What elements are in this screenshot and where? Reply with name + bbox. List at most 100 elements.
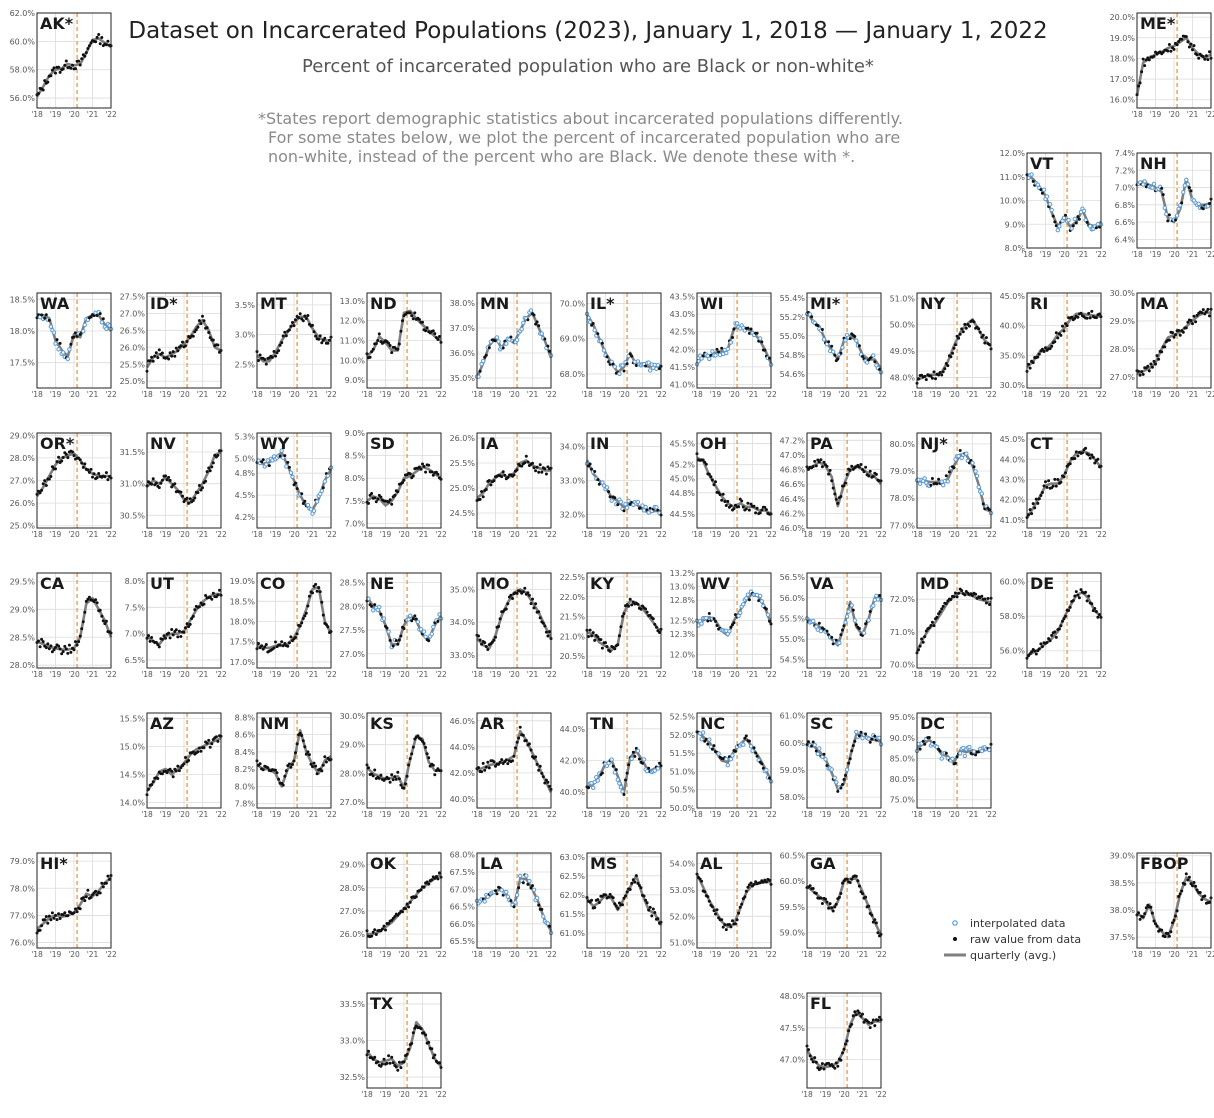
- raw-point: [1071, 224, 1075, 228]
- interpolated-point: [758, 593, 763, 599]
- panel-label-tx: TX: [370, 994, 394, 1013]
- raw-point: [83, 610, 87, 614]
- raw-point: [544, 630, 548, 634]
- raw-point: [816, 324, 820, 328]
- raw-point: [546, 780, 550, 784]
- raw-point: [193, 608, 197, 612]
- raw-point: [929, 483, 933, 487]
- interpolated-point: [871, 603, 876, 608]
- raw-point: [834, 638, 838, 642]
- raw-point: [408, 472, 412, 476]
- x-tick-label: '21: [747, 950, 759, 959]
- raw-point: [967, 461, 971, 465]
- interpolated-point: [922, 476, 927, 481]
- x-tick-label: '20: [68, 390, 80, 399]
- interpolated-point: [325, 473, 331, 478]
- interpolated-point: [811, 618, 816, 624]
- raw-point: [971, 594, 974, 597]
- x-tick-label: '18: [471, 530, 483, 539]
- raw-point: [436, 338, 440, 341]
- raw-point: [861, 355, 864, 358]
- raw-point: [622, 369, 626, 373]
- raw-point: [179, 635, 183, 638]
- raw-point: [436, 619, 440, 623]
- raw-point: [918, 644, 922, 648]
- raw-point: [487, 346, 491, 350]
- raw-point: [311, 323, 314, 327]
- raw-point: [390, 502, 394, 506]
- raw-point: [494, 339, 497, 343]
- raw-point: [321, 486, 325, 490]
- panel-label-ia: IA: [480, 434, 499, 453]
- x-tick-label: '20: [1058, 530, 1070, 539]
- raw-point: [960, 589, 964, 593]
- raw-point: [514, 746, 517, 750]
- x-tick-label: '19: [1040, 390, 1052, 399]
- panel-frame: [1136, 852, 1212, 949]
- raw-point: [531, 461, 534, 465]
- raw-point: [1189, 42, 1193, 46]
- y-tick-label: 42.0%: [670, 345, 696, 354]
- raw-point: [411, 474, 415, 478]
- y-tick-label: 4.5%: [235, 491, 256, 500]
- raw-point: [291, 321, 294, 324]
- y-tick-label: 33.5%: [340, 1000, 366, 1009]
- panel-nh: 6.4%6.6%6.8%7.0%7.2%7.4%'18'19'20'21'22N…: [1115, 149, 1214, 259]
- raw-point: [1084, 590, 1088, 594]
- raw-point: [199, 488, 203, 492]
- raw-point: [597, 901, 601, 904]
- raw-point: [87, 595, 91, 599]
- raw-point: [422, 1031, 426, 1035]
- footnote-line-1: *States report demographic statistics ab…: [258, 109, 903, 128]
- raw-point: [196, 750, 200, 754]
- raw-point: [828, 902, 832, 906]
- panel-frame: [806, 572, 882, 669]
- raw-point: [845, 473, 849, 476]
- x-tick-label: '21: [417, 670, 429, 679]
- raw-point: [427, 882, 431, 886]
- raw-point: [1172, 918, 1176, 922]
- raw-point: [411, 1031, 415, 1035]
- raw-point: [168, 478, 172, 482]
- interpolated-point: [65, 356, 71, 362]
- raw-point: [810, 744, 814, 748]
- raw-point: [373, 928, 377, 932]
- interpolated-point: [864, 360, 870, 365]
- raw-point: [747, 508, 751, 512]
- interpolated-point: [1066, 217, 1071, 223]
- x-tick-label: '22: [1095, 670, 1107, 679]
- y-tick-label: 28.0%: [340, 884, 366, 893]
- raw-point: [484, 645, 488, 648]
- raw-point: [60, 459, 64, 463]
- interpolated-point: [1205, 204, 1211, 209]
- y-tick-label: 27.5%: [120, 292, 146, 301]
- y-tick-label: 76.0%: [10, 939, 36, 948]
- panel-ct: 41.0%42.0%43.0%44.0%45.0%'18'19'20'21'22…: [1000, 432, 1107, 539]
- raw-point: [402, 478, 406, 482]
- raw-point: [57, 455, 61, 459]
- raw-point: [981, 333, 985, 337]
- x-tick-label: '21: [527, 810, 539, 819]
- raw-point: [413, 614, 417, 618]
- x-tick-label: '22: [1205, 390, 1214, 399]
- raw-point: [379, 612, 383, 616]
- x-tick-label: '20: [948, 670, 960, 679]
- raw-point: [368, 355, 372, 359]
- panel-wi: 41.0%41.5%42.0%42.5%43.0%43.5%'18'19'20 '…: [670, 292, 777, 399]
- raw-point: [930, 376, 934, 380]
- raw-point: [878, 1015, 881, 1019]
- x-tick-label: '18: [801, 530, 813, 539]
- raw-point: [370, 604, 374, 608]
- raw-point: [492, 638, 496, 642]
- interpolated-point: [371, 608, 376, 613]
- y-tick-label: 18.0%: [10, 327, 36, 336]
- x-tick-label: '18: [31, 950, 43, 959]
- interpolated-point: [279, 448, 284, 453]
- raw-point: [624, 778, 627, 782]
- raw-point: [177, 769, 181, 773]
- raw-point: [548, 349, 551, 353]
- raw-point: [938, 749, 942, 753]
- raw-point: [724, 928, 728, 932]
- raw-point: [1140, 70, 1144, 74]
- interpolated-point: [807, 312, 813, 317]
